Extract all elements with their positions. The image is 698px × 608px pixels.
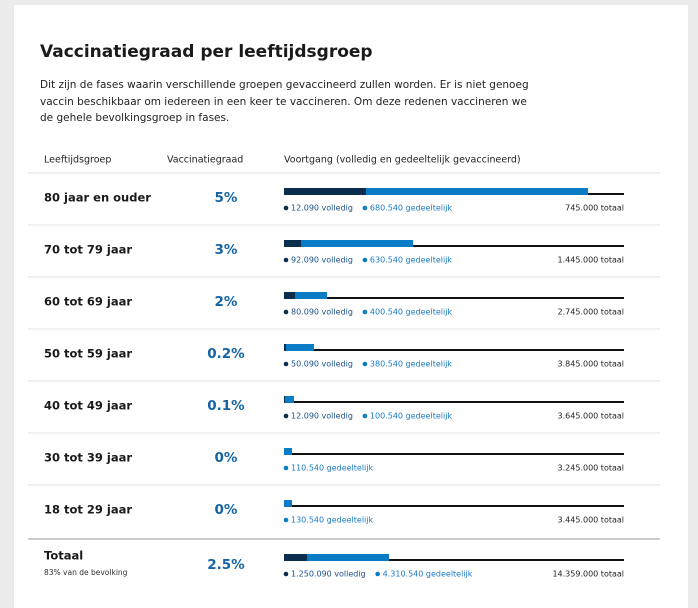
- bar-full: [284, 344, 286, 351]
- bar-partial: [366, 188, 588, 195]
- group-label: 80 jaar en ouder: [44, 191, 151, 205]
- legend-total: 14.359.000 totaal: [552, 570, 624, 579]
- group-note: 83% van de bevolking: [44, 568, 128, 577]
- column-header: Leeftijdsgroep: [44, 155, 111, 166]
- bar-partial: [284, 500, 292, 507]
- legend-dot: [283, 309, 289, 315]
- bar-full: [284, 188, 366, 195]
- rate: 0.1%: [207, 398, 245, 414]
- legend-dot: [283, 413, 289, 419]
- description: Dit zijn de fases waarin verschillende g…: [40, 79, 529, 91]
- bar-track: [284, 245, 624, 247]
- legend-dot: [283, 571, 289, 577]
- legend-full: 1.250.090 volledig: [291, 570, 366, 579]
- bar-track: [284, 505, 624, 507]
- description: vaccin beschikbaar om iedereen in een ke…: [40, 96, 527, 108]
- bar-track: [284, 297, 624, 299]
- bar-full: [284, 292, 295, 299]
- legend-full: 92.090 volledig: [291, 256, 353, 265]
- legend-total: 3.445.000 totaal: [558, 516, 624, 525]
- bar-track: [284, 349, 624, 351]
- bar-track: [284, 453, 624, 455]
- bar-track: [284, 401, 624, 403]
- legend-partial: 630.540 gedeeltelijk: [370, 256, 452, 265]
- legend-full: 50.090 volledig: [291, 360, 353, 369]
- bar-partial: [286, 344, 314, 351]
- rate: 2%: [215, 294, 238, 310]
- bar-partial: [284, 448, 292, 455]
- column-header: Vaccinatiegraad: [167, 155, 243, 166]
- rate: 2.5%: [207, 557, 245, 573]
- rate: 0%: [215, 450, 238, 466]
- legend-total: 1.445.000 totaal: [558, 256, 624, 265]
- rate: 5%: [215, 190, 238, 206]
- legend-partial: 380.540 gedeeltelijk: [370, 360, 452, 369]
- title: Vaccinatiegraad per leeftijdsgroep: [40, 42, 373, 62]
- legend-partial: 130.540 gedeeltelijk: [291, 516, 373, 525]
- legend-dot: [283, 205, 289, 211]
- legend-dot: [283, 517, 289, 523]
- bar-partial: [285, 396, 294, 403]
- bar-full: [284, 554, 307, 561]
- bar-track: [284, 559, 624, 561]
- legend-dot: [362, 257, 368, 263]
- legend-dot: [362, 413, 368, 419]
- bar-full: [284, 240, 301, 247]
- rate: 3%: [215, 242, 238, 258]
- column-header: Voortgang (volledig en gedeeltelijk geva…: [284, 155, 521, 166]
- legend-total: 3.645.000 totaal: [558, 412, 624, 421]
- legend-dot: [375, 571, 380, 577]
- legend-full: 12.090 volledig: [291, 412, 353, 421]
- bar-full: [284, 396, 285, 403]
- group-label: 18 tot 29 jaar: [44, 503, 132, 517]
- bar-partial: [307, 554, 389, 561]
- legend-dot: [362, 361, 368, 367]
- group-label: 70 tot 79 jaar: [44, 243, 132, 257]
- legend-dot: [362, 309, 368, 315]
- legend-dot: [283, 361, 289, 367]
- legend-partial: 110.540 gedeeltelijk: [291, 464, 373, 473]
- bar-partial: [301, 240, 413, 247]
- legend-total: 3.845.000 totaal: [558, 360, 624, 369]
- card: [14, 5, 688, 608]
- legend-partial: 100.540 gedeeltelijk: [370, 412, 452, 421]
- legend-partial: 680.540 gedeeltelijk: [370, 204, 452, 213]
- legend-full: 12.090 volledig: [291, 204, 353, 213]
- legend-dot: [283, 465, 289, 471]
- legend-total: 2.745.000 totaal: [558, 308, 624, 317]
- group-label: 50 tot 59 jaar: [44, 347, 132, 361]
- group-label: 30 tot 39 jaar: [44, 451, 132, 465]
- legend-partial: 400.540 gedeeltelijk: [370, 308, 452, 317]
- description: de gehele bevolkingsgroep in fases.: [40, 112, 229, 124]
- legend-partial: 4.310.540 gedeeltelijk: [383, 570, 473, 579]
- group-label: Totaal: [44, 549, 83, 563]
- group-label: 40 tot 49 jaar: [44, 399, 132, 413]
- bar-partial: [295, 292, 327, 299]
- legend-dot: [283, 257, 289, 263]
- rate: 0%: [215, 502, 238, 518]
- legend-full: 80.090 volledig: [291, 308, 353, 317]
- table-body: 80 jaar en ouder 5% 12.090 volledig 680.540…: [28, 172, 660, 579]
- legend-total: 3.245.000 totaal: [558, 464, 624, 473]
- rate: 0.2%: [207, 346, 245, 362]
- group-label: 60 tot 69 jaar: [44, 295, 132, 309]
- legend-dot: [362, 205, 368, 211]
- legend-total: 745.000 totaal: [565, 204, 624, 213]
